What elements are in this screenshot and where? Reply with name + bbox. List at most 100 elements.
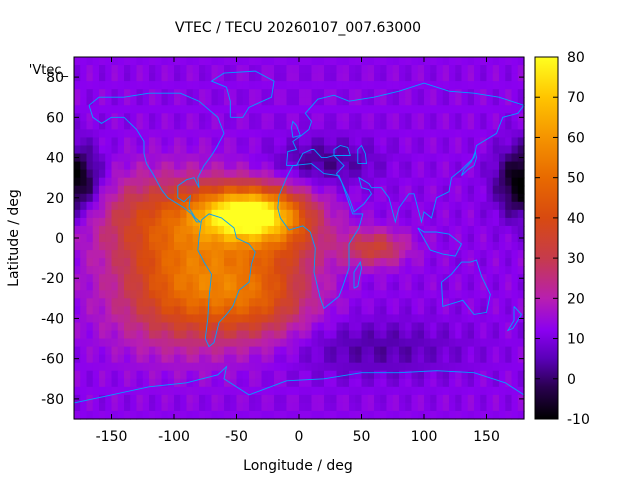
heatmap-cell: [255, 113, 263, 122]
heatmap-cell: [74, 217, 81, 227]
heatmap-cell: [199, 314, 206, 324]
heatmap-cell: [355, 201, 363, 211]
heatmap-cell: [255, 402, 263, 412]
heatmap-cell: [317, 57, 325, 66]
heatmap-cell: [399, 394, 406, 404]
heatmap-cell: [199, 73, 206, 82]
heatmap-cell: [142, 121, 150, 130]
heatmap-cell: [474, 201, 481, 211]
heatmap-cell: [467, 209, 475, 219]
heatmap-cell: [486, 402, 494, 412]
heatmap-cell: [124, 298, 131, 307]
heatmap-cell: [242, 378, 250, 388]
heatmap-cell: [230, 97, 238, 106]
heatmap-cell: [505, 386, 513, 396]
heatmap-cell: [474, 386, 481, 396]
heatmap-cell: [517, 346, 525, 356]
heatmap-cell: [224, 338, 231, 348]
heatmap-cell: [436, 73, 444, 82]
heatmap-cell: [86, 137, 94, 147]
heatmap-cell: [86, 362, 94, 372]
heatmap-cell: [180, 137, 188, 147]
heatmap-cell: [167, 290, 175, 299]
heatmap-cell: [74, 177, 81, 187]
heatmap-cell: [511, 121, 519, 130]
heatmap-cell: [511, 402, 519, 412]
heatmap-cell: [417, 65, 425, 74]
heatmap-cell: [467, 410, 475, 420]
heatmap-cell: [424, 410, 431, 420]
heatmap-cell: [180, 322, 188, 332]
heatmap-cell: [399, 402, 406, 412]
heatmap-cell: [224, 225, 231, 235]
heatmap-cell: [505, 89, 513, 98]
heatmap-cell: [305, 81, 313, 90]
heatmap-cell: [386, 129, 394, 139]
heatmap-cell: [261, 394, 269, 404]
heatmap-cell: [342, 386, 350, 396]
heatmap-cell: [417, 282, 425, 291]
heatmap-cell: [124, 402, 131, 412]
heatmap-cell: [317, 258, 325, 267]
heatmap-cell: [261, 314, 269, 324]
heatmap-cell: [136, 153, 144, 163]
heatmap-cell: [217, 322, 225, 332]
heatmap-cell: [292, 193, 300, 203]
heatmap-cell: [217, 370, 225, 380]
heatmap-cell: [217, 225, 225, 235]
heatmap-cell: [180, 81, 188, 90]
heatmap-cell: [136, 370, 144, 380]
heatmap-cell: [217, 161, 225, 171]
heatmap-cell: [499, 161, 506, 171]
heatmap-cell: [180, 274, 188, 283]
heatmap-cell: [442, 354, 450, 364]
heatmap-cell: [261, 73, 269, 82]
heatmap-cell: [230, 370, 238, 380]
heatmap-cell: [280, 225, 288, 235]
heatmap-cell: [355, 290, 363, 299]
heatmap-cell: [380, 81, 388, 90]
heatmap-cell: [136, 314, 144, 324]
heatmap-cell: [274, 65, 281, 74]
heatmap-cell: [111, 65, 119, 74]
heatmap-cell: [324, 209, 331, 219]
heatmap-cell: [230, 298, 238, 307]
heatmap-cell: [417, 129, 425, 139]
heatmap-cell: [80, 81, 88, 90]
heatmap-cell: [99, 201, 106, 211]
heatmap-cell: [324, 217, 331, 227]
heatmap-cell: [174, 57, 181, 66]
heatmap-cell: [74, 105, 81, 114]
heatmap-cell: [261, 65, 269, 74]
heatmap-cell: [99, 258, 106, 267]
heatmap-cell: [511, 201, 519, 211]
heatmap-cell: [361, 298, 369, 307]
heatmap-cell: [367, 169, 375, 179]
heatmap-cell: [224, 145, 231, 155]
heatmap-cell: [99, 97, 106, 106]
heatmap-cell: [117, 346, 125, 356]
heatmap-cell: [224, 330, 231, 340]
heatmap-cell: [417, 89, 425, 98]
heatmap-cell: [386, 105, 394, 114]
heatmap-cell: [224, 201, 231, 211]
heatmap-cell: [399, 266, 406, 275]
heatmap-cell: [349, 242, 356, 251]
heatmap-cell: [367, 354, 375, 364]
heatmap-cell: [249, 161, 256, 171]
heatmap-cell: [399, 378, 406, 388]
heatmap-cell: [117, 81, 125, 90]
heatmap-cell: [255, 314, 263, 324]
heatmap-cell: [211, 322, 219, 332]
heatmap-cell: [180, 129, 188, 139]
heatmap-cell: [86, 410, 94, 420]
heatmap-cell: [105, 193, 113, 203]
heatmap-cell: [136, 193, 144, 203]
heatmap-cell: [280, 258, 288, 267]
heatmap-cell: [92, 402, 100, 412]
heatmap-cell: [274, 113, 281, 122]
heatmap-cell: [517, 338, 525, 348]
heatmap-cell: [436, 282, 444, 291]
heatmap-cell: [442, 57, 450, 66]
heatmap-cell: [399, 370, 406, 380]
